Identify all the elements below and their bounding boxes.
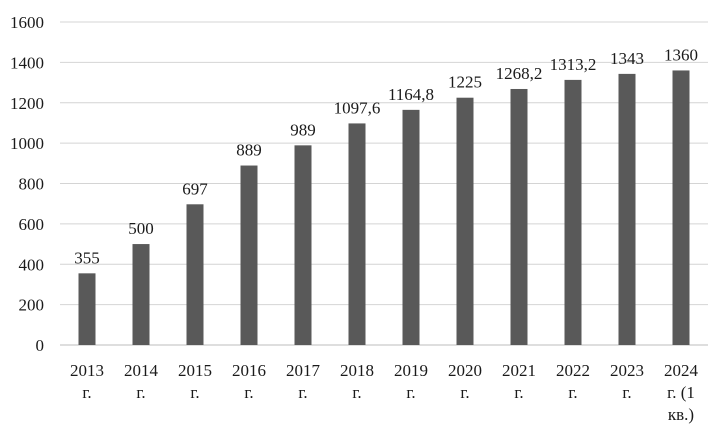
bar <box>510 88 528 346</box>
bar <box>456 97 474 345</box>
data-label: 697 <box>182 179 208 198</box>
category-label-line: г. <box>82 383 91 402</box>
category-label-line: 2020 <box>448 361 482 380</box>
category-label-line: 2021 <box>502 361 536 380</box>
category-label-line: 2016 <box>232 361 266 380</box>
category-label: 2015 г. <box>178 361 212 402</box>
category-label-line: 2022 <box>556 361 590 380</box>
x-axis-category-labels: 2013 г.2014 г.2015 г.2016 г.2017 г.2018 г.2019… <box>70 361 699 424</box>
y-tick-label: 800 <box>19 175 45 194</box>
category-label: 2019 г. <box>394 361 428 402</box>
category-label: 2016 г. <box>232 361 266 402</box>
category-label: 2013 г. <box>70 361 104 402</box>
data-label: 889 <box>236 141 262 160</box>
data-label: 1164,8 <box>388 85 434 104</box>
y-tick-label: 200 <box>19 296 45 315</box>
data-label: 1313,2 <box>550 55 597 74</box>
data-label: 989 <box>290 120 316 139</box>
category-label-line: г. <box>352 383 361 402</box>
category-label: 2017 г. <box>286 361 321 402</box>
y-tick-label: 400 <box>19 255 45 274</box>
bar <box>402 109 420 345</box>
bar <box>618 73 636 346</box>
category-label: 2021 г. <box>502 361 536 402</box>
gridlines <box>60 21 708 346</box>
bars <box>78 70 690 346</box>
data-label: 1343 <box>610 49 644 68</box>
category-label-line: кв.) <box>668 405 694 424</box>
data-label: 355 <box>74 248 100 267</box>
category-label-line: 2023 <box>610 361 644 380</box>
bar <box>672 70 690 345</box>
category-label: 2024 г. (1 кв.) <box>664 361 699 424</box>
category-label-line: г. <box>298 383 307 402</box>
category-label-line: г. <box>190 383 199 402</box>
data-label: 1225 <box>448 73 482 92</box>
y-axis-tick-labels: 0 200 400 600 800 1000 1200 1400 1600 <box>10 13 44 355</box>
y-tick-label: 0 <box>36 336 45 355</box>
data-label: 1268,2 <box>496 64 543 83</box>
category-label-line: 2015 <box>178 361 212 380</box>
category-label-line: 2019 <box>394 361 428 380</box>
y-tick-label: 1600 <box>10 13 44 32</box>
category-label-line: 2018 <box>340 361 374 380</box>
category-label-line: г. <box>514 383 523 402</box>
data-label: 1360 <box>664 45 698 64</box>
bar <box>564 79 582 345</box>
category-label-line: 2017 <box>286 361 321 380</box>
data-label: 500 <box>128 219 154 238</box>
category-label: 2014 г. <box>124 361 159 402</box>
category-label: 2020 г. <box>448 361 482 402</box>
category-label: 2023 г. <box>610 361 644 402</box>
category-label-line: г. (1 <box>667 383 695 402</box>
category-label: 2018 г. <box>340 361 374 402</box>
category-label-line: г. <box>136 383 145 402</box>
category-label: 2022 г. <box>556 361 590 402</box>
bar <box>78 273 96 345</box>
category-label-line: 2024 <box>664 361 699 380</box>
y-tick-label: 1400 <box>10 53 44 72</box>
category-label-line: г. <box>244 383 253 402</box>
y-tick-label: 1200 <box>10 94 44 113</box>
data-labels: 355 500 697 889 989 1097,6 1164,8 1225 1268,2 131… <box>74 45 698 267</box>
category-label-line: 2014 <box>124 361 159 380</box>
category-label-line: 2013 <box>70 361 104 380</box>
bar <box>186 204 204 345</box>
y-tick-label: 600 <box>19 215 45 234</box>
bar <box>240 165 258 345</box>
category-label-line: г. <box>568 383 577 402</box>
bar <box>132 244 150 345</box>
category-label-line: г. <box>622 383 631 402</box>
bar <box>348 123 366 345</box>
bar <box>294 145 312 345</box>
category-label-line: г. <box>406 383 415 402</box>
data-label: 1097,6 <box>334 98 381 117</box>
category-label-line: г. <box>460 383 469 402</box>
y-tick-label: 1000 <box>10 134 44 153</box>
